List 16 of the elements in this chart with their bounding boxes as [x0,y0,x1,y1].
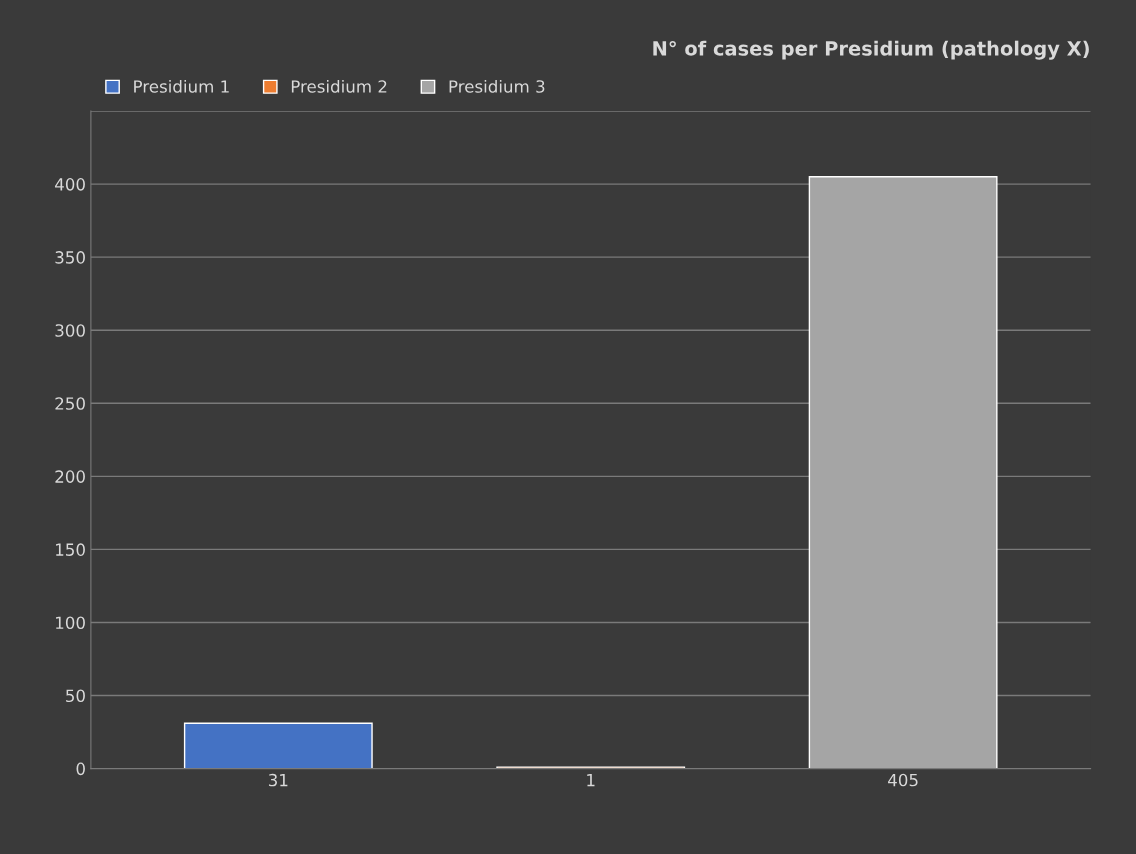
chart-title: N° of cases per Presidium (pathology X) [653,40,1089,60]
legend-label: Presidium 1 [134,79,229,93]
x-tick-label: 31 [268,773,288,787]
y-tick-label: 400 [55,178,85,191]
legend-label: Presidium 3 [449,79,545,93]
y-tick-label: 0 [76,762,85,776]
y-tick-label: 150 [56,543,85,556]
y-tick-label: 250 [55,397,85,410]
y-tick-label: 50 [66,689,85,703]
legend-label: Presidium 2 [291,79,387,93]
y-tick-label: 200 [55,470,85,483]
y-tick-label: 100 [56,616,85,630]
y-tick-label: 350 [55,251,85,264]
x-tick-label: 405 [888,773,918,787]
x-tick-label: 1 [587,773,595,787]
y-tick-label: 300 [55,324,85,337]
